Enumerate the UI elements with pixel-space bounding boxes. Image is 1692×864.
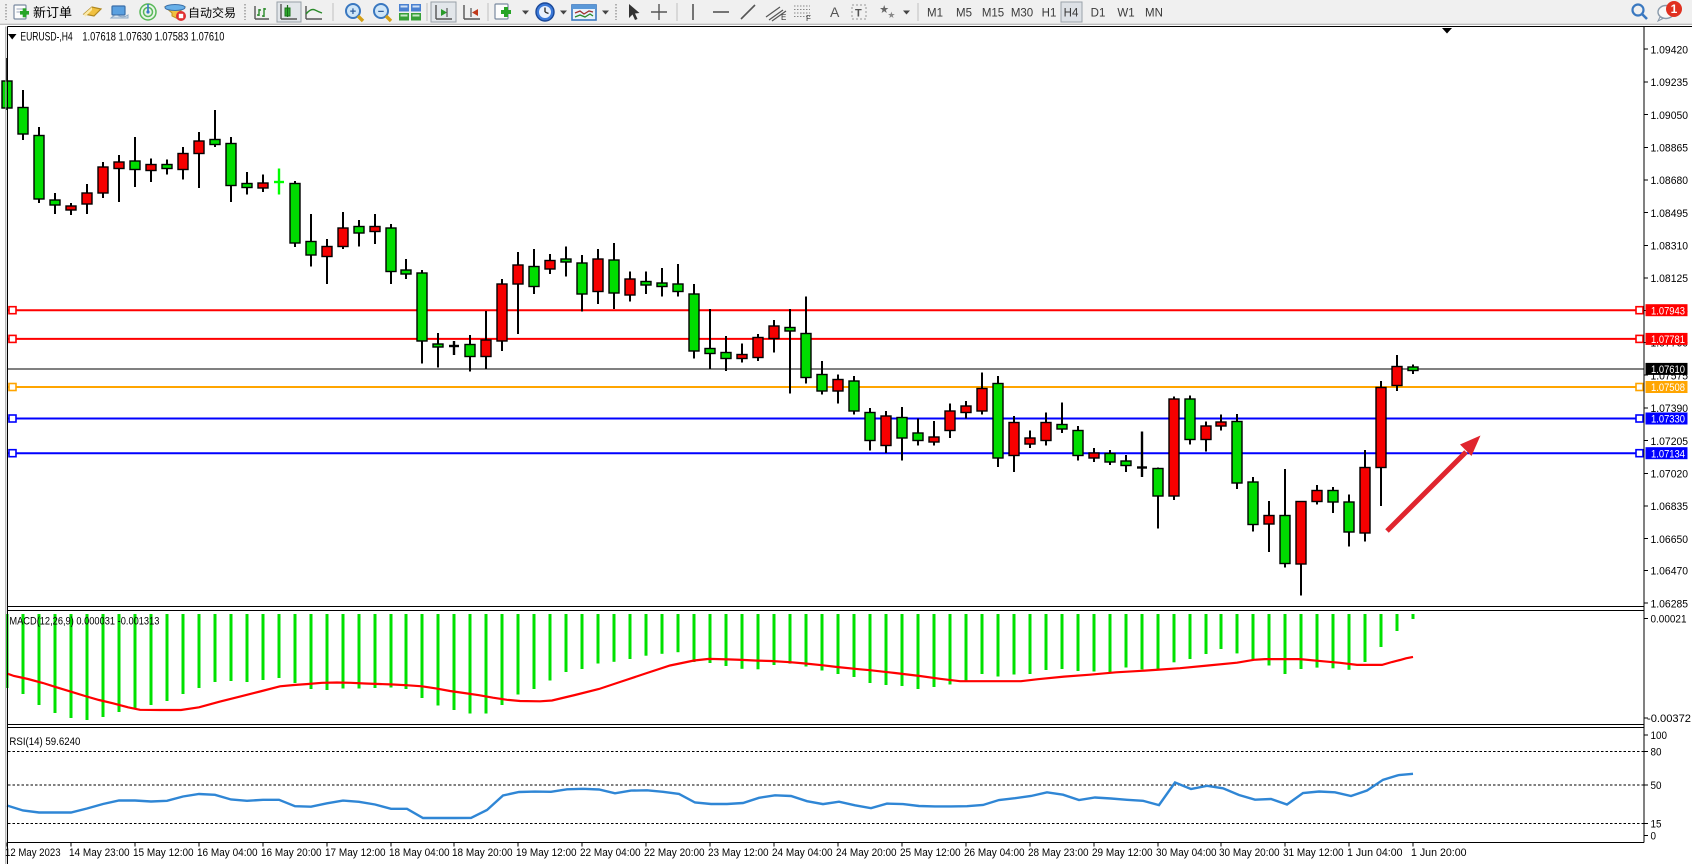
svg-text:1.07205: 1.07205 [1651, 436, 1689, 448]
svg-text:30 May 04:00: 30 May 04:00 [1156, 847, 1217, 859]
svg-text:M1: M1 [927, 8, 943, 20]
svg-text:15: 15 [1651, 819, 1662, 831]
svg-text:1.08680: 1.08680 [1651, 175, 1689, 187]
svg-text:18 May 04:00: 18 May 04:00 [389, 847, 450, 859]
svg-text:24 May 20:00: 24 May 20:00 [836, 847, 897, 859]
svg-text:M15: M15 [982, 8, 1004, 20]
svg-text:22 May 04:00: 22 May 04:00 [580, 847, 641, 859]
svg-text:12 May 2023: 12 May 2023 [5, 847, 61, 859]
svg-text:18 May 20:00: 18 May 20:00 [452, 847, 513, 859]
svg-text:26 May 04:00: 26 May 04:00 [964, 847, 1025, 859]
svg-text:19 May 12:00: 19 May 12:00 [516, 847, 577, 859]
svg-text:1.07330: 1.07330 [1651, 414, 1685, 426]
svg-text:1.07390: 1.07390 [1651, 403, 1689, 415]
svg-text:EURUSD-,H4: EURUSD-,H4 [20, 30, 73, 44]
svg-text:31 May 12:00: 31 May 12:00 [1283, 847, 1344, 859]
svg-text:1.07508: 1.07508 [1651, 382, 1685, 394]
svg-text:25 May 12:00: 25 May 12:00 [900, 847, 961, 859]
svg-text:16 May 20:00: 16 May 20:00 [261, 847, 322, 859]
svg-text:30 May 20:00: 30 May 20:00 [1219, 847, 1280, 859]
svg-text:1.08310: 1.08310 [1651, 241, 1689, 253]
svg-text:1.06835: 1.06835 [1651, 501, 1689, 513]
svg-text:1.08495: 1.08495 [1651, 208, 1689, 220]
svg-text:24 May 04:00: 24 May 04:00 [772, 847, 833, 859]
svg-text:+: + [350, 6, 356, 18]
svg-text:1 Jun 04:00: 1 Jun 04:00 [1347, 847, 1403, 859]
svg-text:100: 100 [1651, 730, 1668, 742]
svg-text:1.07943: 1.07943 [1651, 305, 1685, 317]
svg-text:1.06285: 1.06285 [1651, 598, 1689, 610]
svg-text:1.09235: 1.09235 [1651, 77, 1689, 89]
svg-text:A: A [830, 4, 840, 20]
svg-text:50: 50 [1651, 780, 1662, 792]
svg-text:0: 0 [1651, 831, 1657, 843]
svg-text:1.07134: 1.07134 [1651, 448, 1685, 460]
svg-text:M5: M5 [956, 8, 972, 20]
svg-text:23 May 12:00: 23 May 12:00 [708, 847, 769, 859]
svg-text:1.07781: 1.07781 [1651, 334, 1685, 346]
svg-text:1: 1 [1671, 2, 1678, 16]
svg-text:−: − [378, 6, 384, 18]
svg-text:T: T [855, 8, 862, 20]
svg-text:1.06470: 1.06470 [1651, 566, 1689, 578]
svg-text:22 May 20:00: 22 May 20:00 [644, 847, 705, 859]
svg-text:1.09420: 1.09420 [1651, 44, 1689, 56]
svg-text:1.08865: 1.08865 [1651, 143, 1689, 155]
svg-text:1.07610: 1.07610 [1651, 364, 1685, 376]
svg-text:0.00021: 0.00021 [1651, 614, 1687, 626]
svg-text:H4: H4 [1064, 8, 1079, 20]
svg-text:1.07618 1.07630 1.07583 1.0761: 1.07618 1.07630 1.07583 1.07610 [82, 30, 224, 44]
svg-text:1.07020: 1.07020 [1651, 469, 1689, 481]
svg-text:1.06650: 1.06650 [1651, 534, 1689, 546]
svg-text:1 Jun 20:00: 1 Jun 20:00 [1411, 847, 1467, 859]
svg-text:1.09050: 1.09050 [1651, 110, 1689, 122]
svg-text:F: F [806, 14, 811, 23]
svg-text:MN: MN [1145, 8, 1163, 20]
svg-text:14 May 23:00: 14 May 23:00 [69, 847, 130, 859]
svg-text:80: 80 [1651, 747, 1662, 759]
svg-text:29 May 12:00: 29 May 12:00 [1092, 847, 1153, 859]
svg-text:28 May 23:00: 28 May 23:00 [1028, 847, 1089, 859]
svg-text:W1: W1 [1117, 8, 1134, 20]
svg-text:RSI(14) 59.6240: RSI(14) 59.6240 [9, 736, 80, 748]
svg-text:15 May 12:00: 15 May 12:00 [133, 847, 194, 859]
svg-text:H1: H1 [1042, 8, 1057, 20]
svg-text:E: E [781, 13, 786, 22]
svg-text:17 May 12:00: 17 May 12:00 [325, 847, 386, 859]
svg-text:MACD(12,26,9) 0.000031 -0.0013: MACD(12,26,9) 0.000031 -0.001313 [9, 616, 159, 628]
svg-text:M30: M30 [1011, 8, 1033, 20]
svg-text:16 May 04:00: 16 May 04:00 [197, 847, 258, 859]
svg-text:1.08125: 1.08125 [1651, 273, 1689, 285]
svg-text:-0.00372: -0.00372 [1647, 713, 1691, 725]
svg-text:D1: D1 [1091, 8, 1106, 20]
